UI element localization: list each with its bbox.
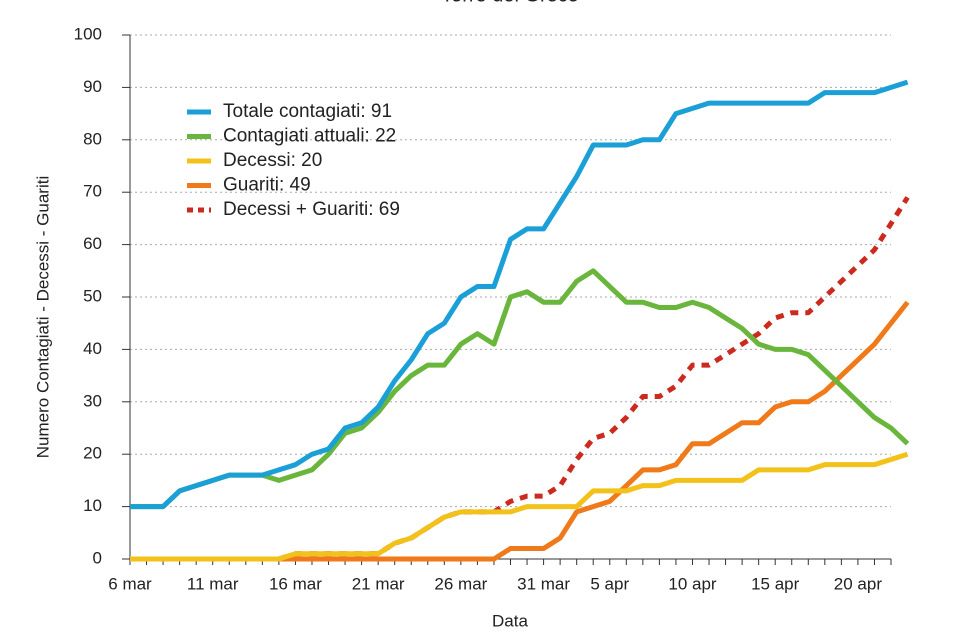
x-tick-label: 6 mar	[108, 574, 152, 593]
x-tick-label: 31 mar	[517, 574, 570, 593]
y-tick-label: 70	[83, 182, 102, 201]
x-tick-label: 5 apr	[590, 574, 629, 593]
y-tick-label: 10	[83, 496, 102, 515]
data-line	[130, 300, 910, 562]
x-axis-label: Data	[492, 611, 528, 630]
y-tick-label: 30	[83, 391, 102, 410]
data-line	[130, 451, 909, 562]
y-tick-label: 20	[83, 444, 102, 463]
x-tick-label: 16 mar	[269, 574, 322, 593]
x-tick-label: 20 apr	[834, 574, 883, 593]
y-tick-label: 50	[83, 286, 102, 305]
x-tick-label: 11 mar	[187, 574, 239, 593]
y-tick-label: 0	[93, 548, 102, 567]
legend-label: Decessi: 20	[223, 150, 322, 171]
chart-title: Torre del Greco	[441, 0, 579, 6]
legend-label: Totale contagiati: 91	[223, 101, 392, 122]
data-line	[130, 196, 910, 562]
legend-label: Decessi + Guariti: 69	[223, 199, 400, 220]
y-tick-label: 40	[83, 339, 102, 358]
x-tick-label: 21 mar	[352, 574, 405, 593]
legend-label: Guariti: 49	[223, 175, 311, 196]
y-tick-label: 90	[83, 77, 102, 96]
y-tick-label: 100	[74, 24, 102, 43]
legend-label: Contagiati attuali: 22	[223, 126, 396, 147]
data-line	[130, 79, 909, 510]
x-tick-label: 15 apr	[751, 574, 800, 593]
y-tick-label: 80	[83, 129, 102, 148]
y-axis-label: Numero Contagiati - Decessi - Guariti	[33, 176, 52, 458]
x-tick-label: 10 apr	[668, 574, 717, 593]
x-tick-label: 26 mar	[434, 574, 487, 593]
y-tick-label: 60	[83, 234, 102, 253]
